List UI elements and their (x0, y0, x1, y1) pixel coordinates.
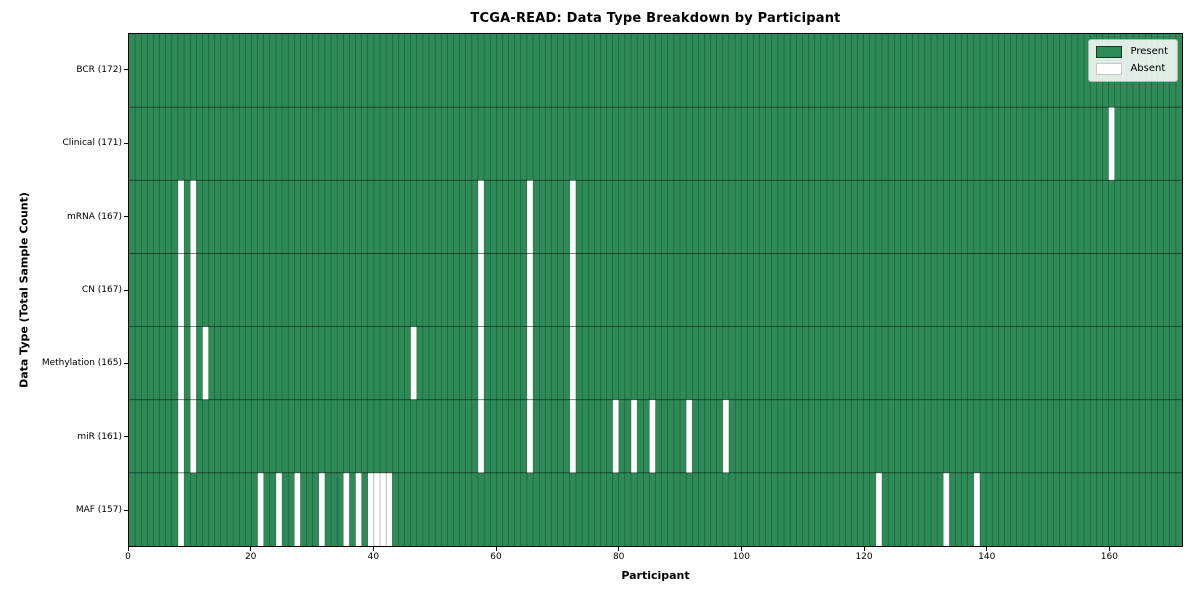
absent-cell (202, 326, 209, 400)
absent-cell (177, 472, 185, 546)
legend-item-present: Present (1096, 46, 1168, 58)
y-tick-mark (123, 142, 128, 144)
absent-cell (190, 326, 197, 400)
legend: Present Absent (1088, 39, 1178, 82)
absent-cells (177, 107, 1115, 546)
absent-cell (275, 472, 283, 546)
absent-cell (477, 399, 485, 473)
absent-cell (569, 180, 576, 254)
absent-cell (355, 472, 362, 546)
absent-cell (318, 472, 325, 546)
y-tick-mark (123, 69, 128, 71)
row-grid-lines (129, 106, 1182, 474)
absent-cell (257, 472, 264, 546)
x-axis-label: Participant (621, 569, 690, 582)
y-tick-label: miR (161) (77, 431, 122, 442)
x-tick-mark (863, 547, 865, 551)
absent-cell (410, 326, 417, 400)
absent-cell (177, 180, 185, 254)
legend-absent-label: Absent (1130, 63, 1166, 74)
legend-present-swatch (1096, 46, 1123, 58)
x-tick-mark (250, 547, 252, 551)
absent-cell (569, 253, 576, 327)
y-tick-mark (123, 216, 128, 218)
absent-cell (190, 180, 197, 254)
absent-cell (943, 472, 950, 546)
chart-title: TCGA-READ: Data Type Breakdown by Partic… (470, 11, 841, 26)
legend-item-absent: Absent (1096, 63, 1168, 75)
legend-present-label: Present (1130, 46, 1168, 57)
absent-cell (1108, 107, 1115, 181)
absent-cell (367, 472, 374, 546)
y-tick-label: BCR (172) (76, 64, 122, 75)
absent-cell (569, 399, 576, 473)
absent-cell (722, 399, 729, 473)
y-tick-label: Clinical (171) (62, 138, 122, 149)
x-tick-label: 0 (125, 552, 131, 562)
x-tick-label: 80 (612, 552, 625, 562)
y-tick-label: Methylation (165) (41, 358, 122, 369)
absent-cell (477, 253, 485, 327)
absent-cell (177, 253, 185, 327)
absent-cell (380, 472, 387, 546)
absent-cell (973, 472, 980, 546)
absent-cell (526, 399, 534, 473)
absent-cell (526, 180, 534, 254)
x-tick-mark (740, 547, 742, 551)
absent-cell (177, 326, 185, 400)
absent-cell (526, 326, 534, 400)
x-tick-mark (127, 547, 129, 551)
absent-cell (190, 253, 197, 327)
y-tick-label: CN (167) (81, 285, 122, 295)
x-tick-mark (986, 547, 988, 551)
y-tick-label: MAF (157) (75, 505, 122, 516)
absent-cell (177, 399, 185, 473)
y-tick-label: mRNA (167) (67, 211, 122, 222)
absent-cell (386, 472, 393, 546)
x-tick-label: 20 (244, 552, 257, 562)
absent-cell (631, 399, 638, 473)
y-tick-mark (123, 289, 128, 291)
absent-cell (190, 399, 197, 473)
heatmap-svg (129, 34, 1182, 546)
x-tick-mark (372, 547, 374, 551)
absent-cell (294, 472, 301, 546)
x-tick-label: 160 (1100, 552, 1118, 562)
absent-cell (875, 472, 883, 546)
column-grid-lines (134, 34, 1177, 546)
absent-cell (686, 399, 693, 473)
y-tick-mark (123, 509, 128, 511)
absent-cell (612, 399, 619, 473)
x-tick-label: 40 (367, 552, 380, 562)
x-tick-mark (495, 547, 497, 551)
x-tick-label: 100 (732, 552, 750, 562)
absent-cell (569, 326, 576, 400)
absent-cell (477, 180, 485, 254)
legend-absent-swatch (1096, 63, 1123, 75)
x-tick-label: 60 (490, 552, 502, 562)
absent-cell (649, 399, 656, 473)
x-tick-mark (618, 547, 620, 551)
y-tick-mark (123, 436, 128, 438)
x-tick-label: 120 (855, 552, 873, 562)
x-tick-label: 140 (978, 552, 996, 562)
absent-cell (343, 472, 350, 546)
heatmap-plot-area: Present Absent (128, 33, 1183, 547)
y-tick-mark (123, 362, 128, 364)
x-tick-mark (1108, 547, 1110, 551)
absent-cell (526, 253, 534, 327)
absent-cell (477, 326, 485, 400)
absent-cell (373, 472, 381, 546)
